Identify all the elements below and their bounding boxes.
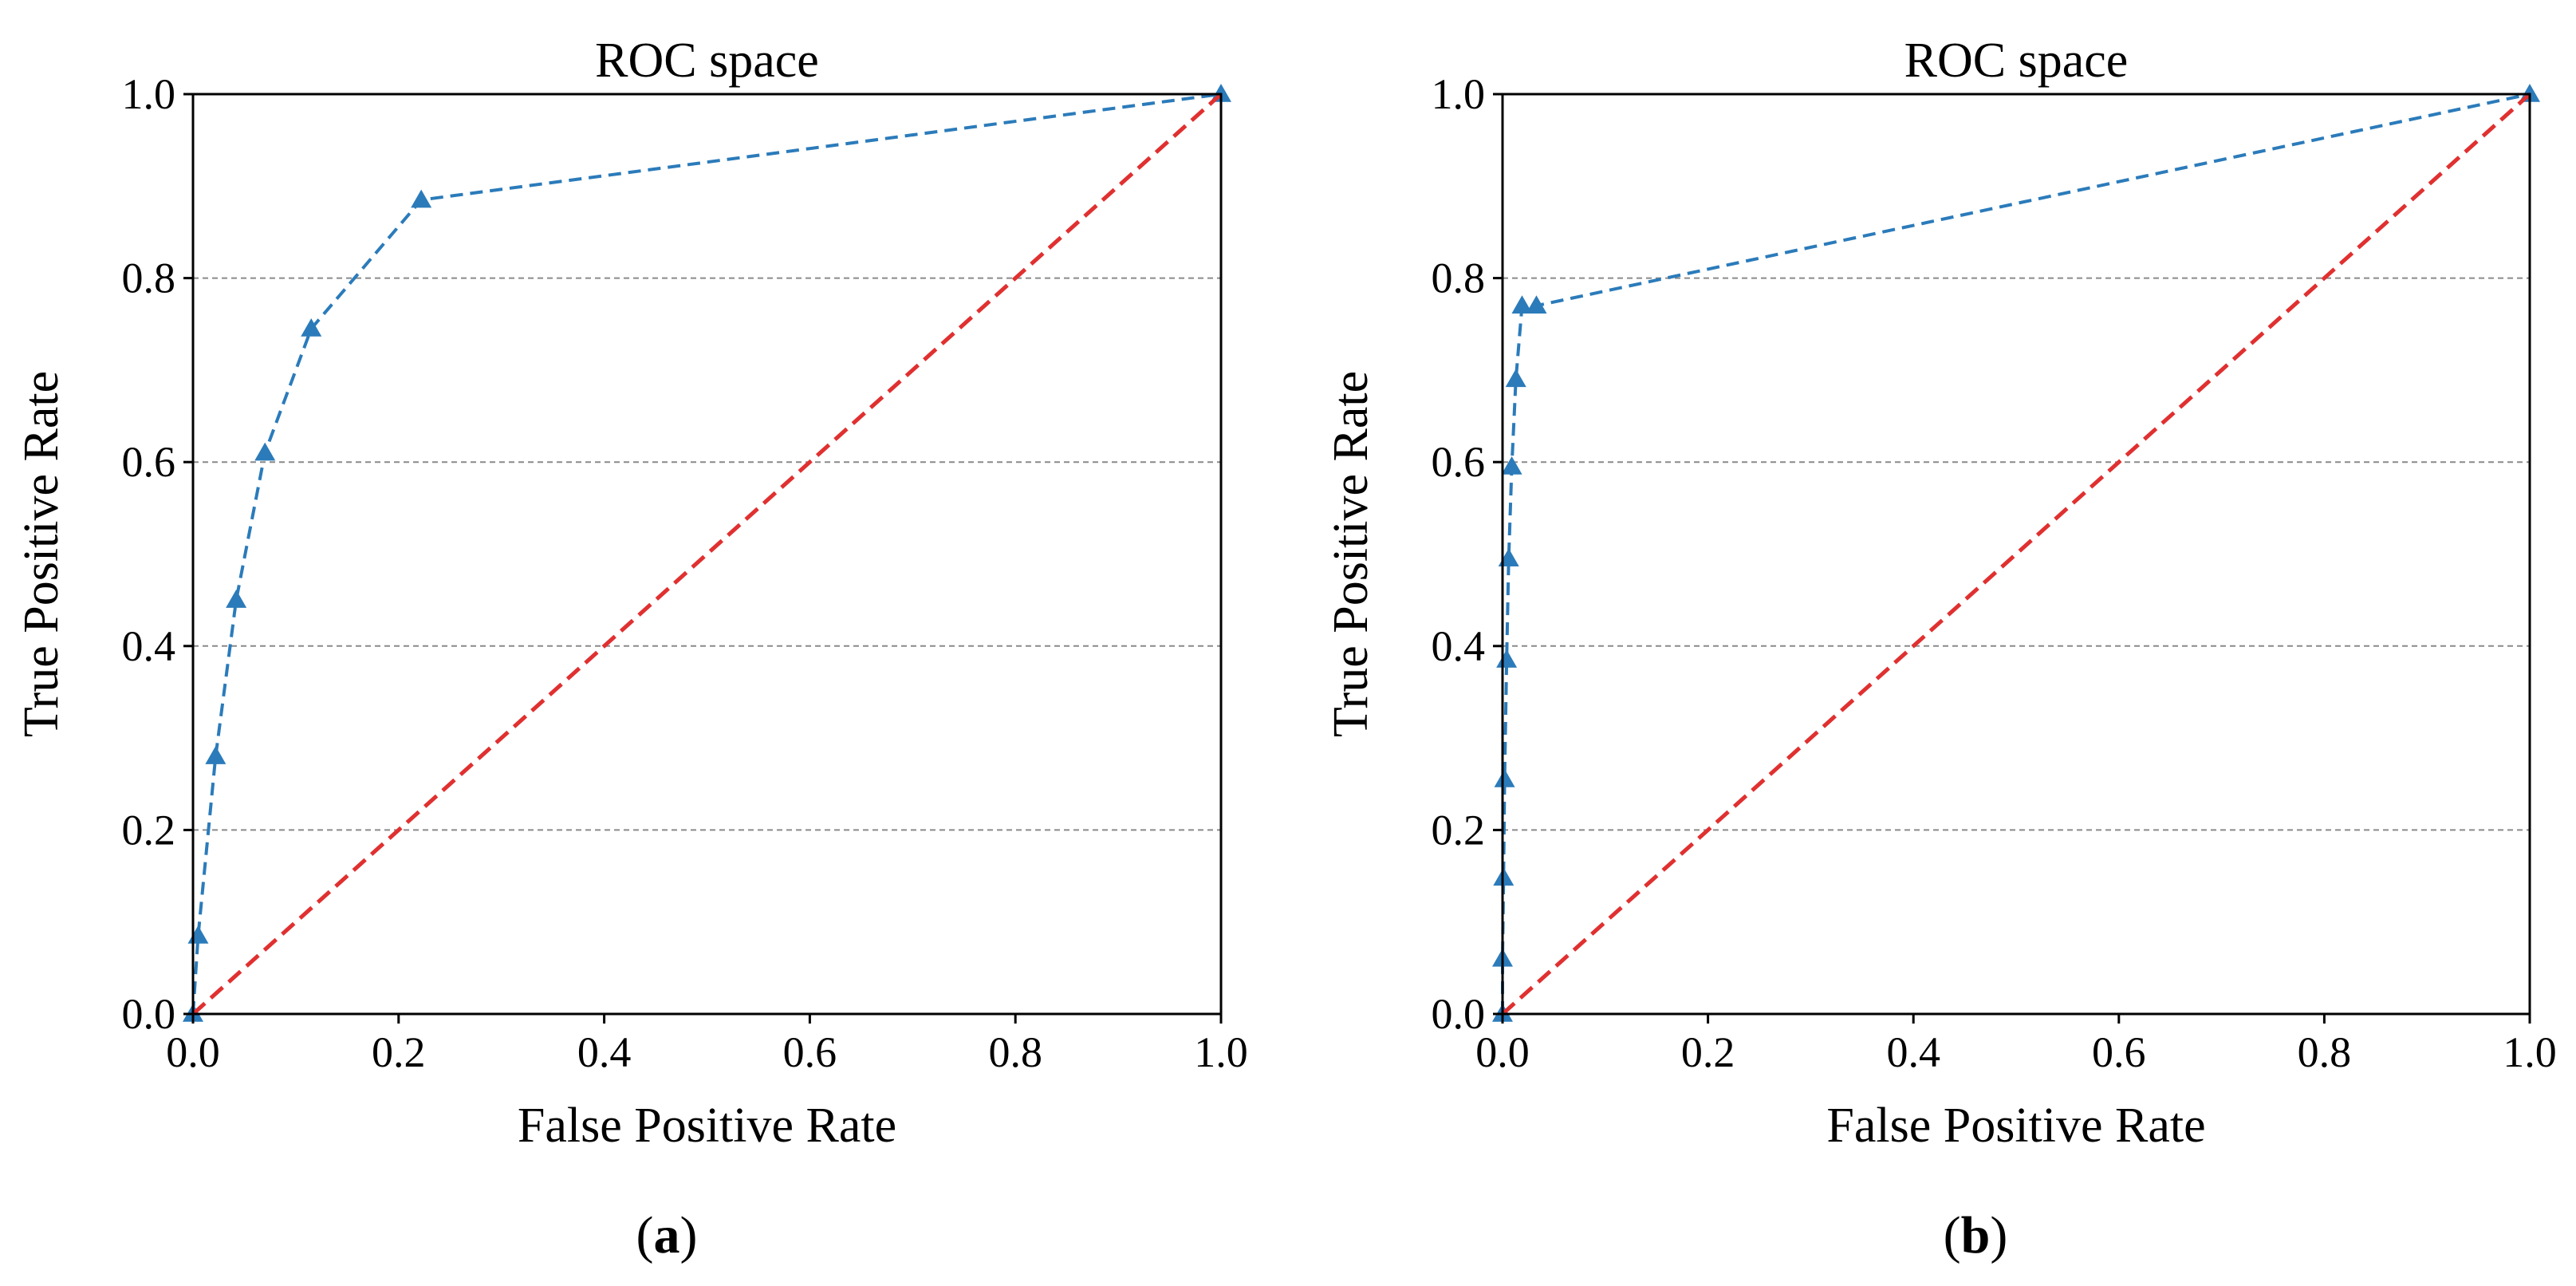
- caption-letter: a: [654, 1206, 680, 1264]
- y-tick-label: 0.2: [1432, 806, 1486, 854]
- roc-point-marker: [187, 925, 209, 944]
- x-tick-label: 0.6: [783, 1028, 837, 1076]
- roc-curve-line: [191, 93, 1222, 1015]
- roc-panel-b: 0.0 0.2 0.4 0.6 0.8 1.0 0.0 0.2 0.4 0.6 0.8 1.0 ROC …: [1324, 34, 2557, 1264]
- roc-point-marker: [1505, 369, 1526, 388]
- panel-caption: (b): [1944, 1206, 2008, 1264]
- y-tick-label: 0.2: [122, 806, 176, 854]
- y-tick-label: 0.0: [1432, 990, 1486, 1038]
- x-tick-label: 0.6: [2092, 1028, 2146, 1076]
- y-tick-label: 0.0: [122, 990, 176, 1038]
- caption-close-paren: ): [680, 1206, 698, 1264]
- chance-diagonal-line: [1501, 93, 2531, 1016]
- roc-point-marker: [1501, 456, 1522, 475]
- y-tick-label: 0.8: [1432, 254, 1486, 302]
- x-tick-label: 1.0: [1194, 1028, 1248, 1076]
- x-axis-label: False Positive Rate: [1826, 1099, 2205, 1153]
- roc-point-marker: [205, 746, 226, 764]
- y-axis-label: True Positive Rate: [1324, 371, 1378, 737]
- caption-close-paren: ): [1990, 1206, 2007, 1264]
- caption-letter: b: [1961, 1206, 1991, 1264]
- x-tick-label: 0.4: [1886, 1028, 1940, 1076]
- x-tick-label: 0.0: [166, 1028, 220, 1076]
- roc-point-marker: [226, 590, 247, 608]
- y-axis-label: True Positive Rate: [14, 371, 69, 737]
- y-tick-label: 1.0: [122, 70, 176, 118]
- plot-frame: [191, 93, 1223, 1016]
- roc-point-marker: [301, 318, 322, 337]
- x-tick-label: 1.0: [2503, 1028, 2557, 1076]
- roc-point-marker: [254, 442, 276, 461]
- y-tick-label: 0.6: [122, 438, 176, 486]
- roc-point-marker: [1511, 295, 1533, 314]
- x-tick-label: 0.0: [1475, 1028, 1530, 1076]
- x-tick-label: 0.2: [1681, 1028, 1735, 1076]
- caption-open-paren: (: [1944, 1206, 1961, 1264]
- caption-open-paren: (: [636, 1206, 654, 1264]
- x-axis-label: False Positive Rate: [518, 1099, 896, 1153]
- roc-point-marker: [1494, 768, 1515, 787]
- chance-diagonal-line: [191, 93, 1223, 1016]
- y-tick-label: 0.6: [1432, 438, 1486, 486]
- y-tick-label: 0.8: [122, 254, 176, 302]
- y-tick-label: 0.4: [1432, 622, 1486, 670]
- y-tick-label: 1.0: [1432, 70, 1486, 118]
- x-tick-label: 0.8: [2298, 1028, 2352, 1076]
- roc-point-marker: [411, 189, 432, 208]
- chart-title: ROC space: [595, 34, 819, 88]
- roc-point-marker: [1496, 649, 1518, 668]
- chart-title: ROC space: [1904, 34, 2129, 88]
- x-tick-label: 0.4: [577, 1028, 632, 1076]
- plot-frame: [1501, 93, 2531, 1016]
- roc-point-marker: [1526, 295, 1547, 314]
- roc-panel-a: 0.0 0.2 0.4 0.6 0.8 1.0 0.0 0.2 0.4 0.6 0.8 1.0 ROC …: [14, 34, 1248, 1264]
- x-tick-label: 0.8: [988, 1028, 1042, 1076]
- x-tick-label: 0.2: [372, 1028, 426, 1076]
- panel-caption: (a): [636, 1206, 698, 1264]
- y-tick-label: 0.4: [122, 622, 176, 670]
